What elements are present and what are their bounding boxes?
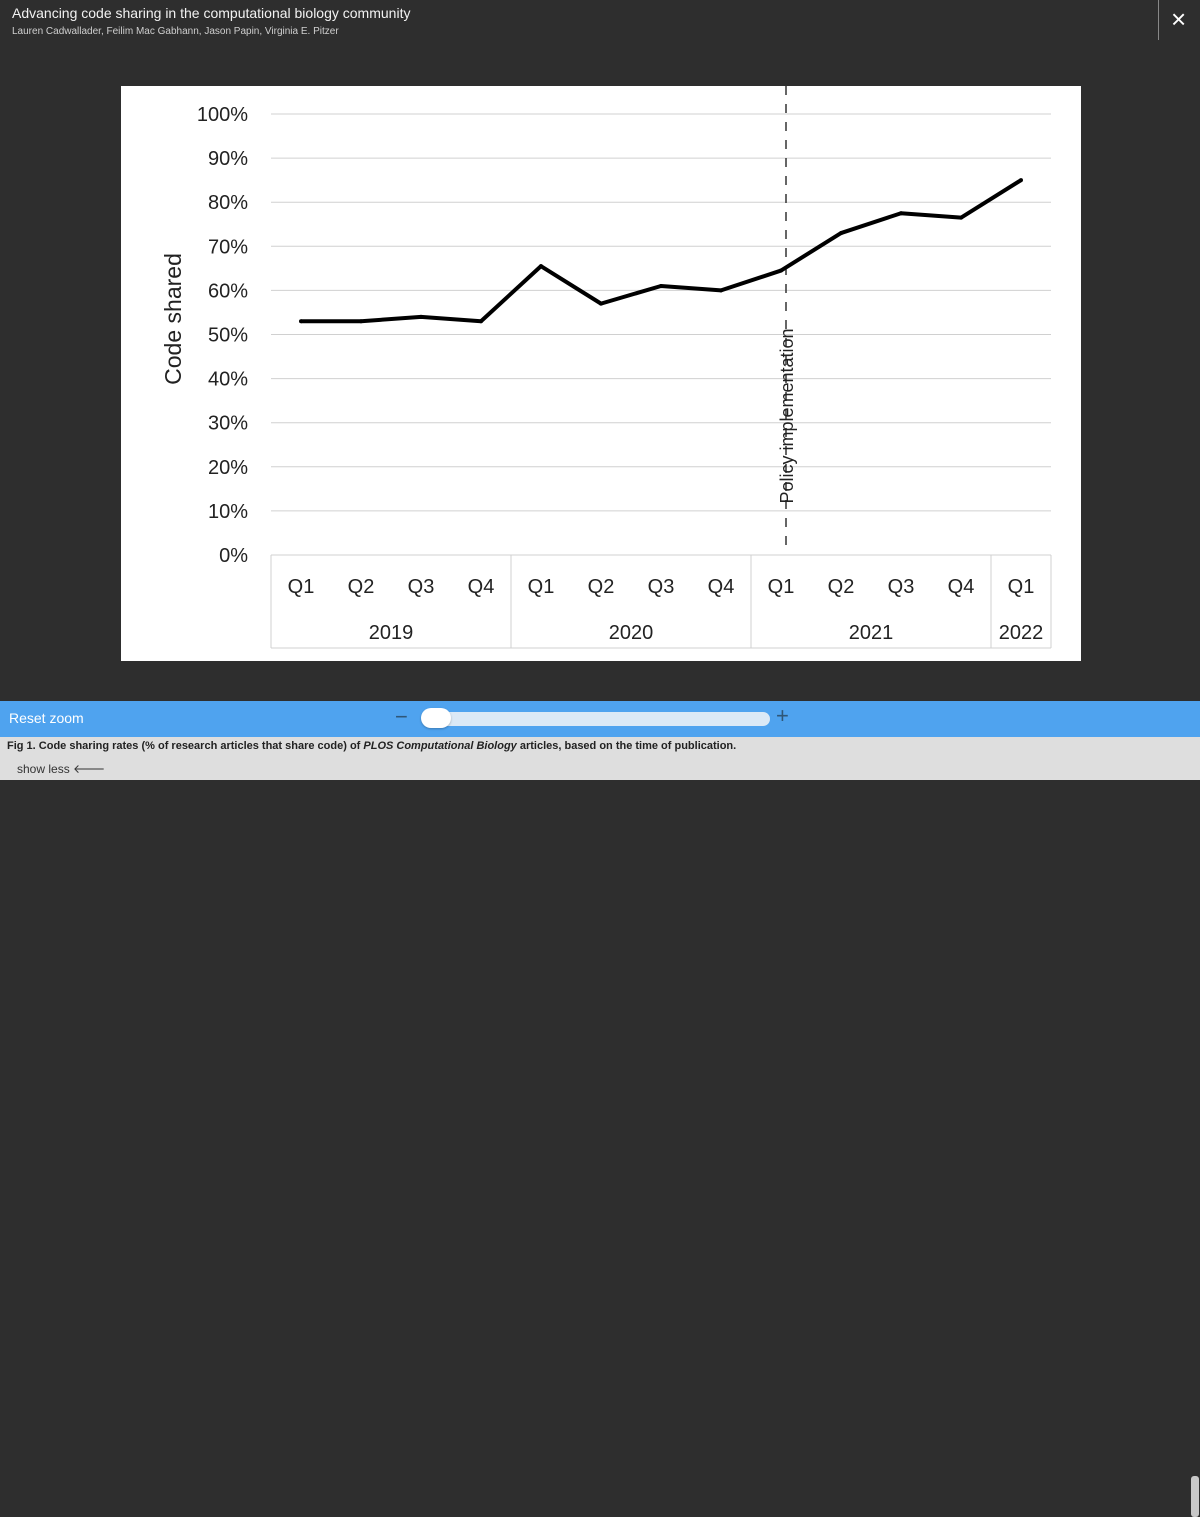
y-tick-label: 100% — [197, 104, 248, 126]
series-line — [301, 178, 1023, 324]
x-tick-label: Q3 — [648, 576, 675, 598]
zoom-slider-track[interactable] — [425, 712, 770, 726]
zoom-out-button[interactable]: − — [395, 704, 408, 729]
viewer-header: Advancing code sharing in the computatio… — [0, 0, 1200, 90]
figure-caption: Fig 1. Code sharing rates (% of research… — [7, 740, 736, 752]
x-tick-label: Q2 — [348, 576, 375, 598]
figure-panel: 0% 10% 20% 30% 40% 50% 60% 70% 80% 90% 100% Q1 Q2 Q3… — [121, 86, 1081, 661]
y-tick-label: 20% — [208, 457, 248, 479]
data-point — [539, 264, 543, 269]
close-icon: × — [1171, 4, 1187, 34]
caption-suffix: articles, based on the time of publicati… — [516, 740, 737, 752]
caption-scrollbar[interactable] — [1191, 1476, 1199, 1517]
code-sharing-chart: 0% 10% 20% 30% 40% 50% 60% 70% 80% 90% 100% Q1 Q2 Q3… — [160, 86, 1052, 649]
caption-panel: Fig 1. Code sharing rates (% of research… — [0, 737, 1200, 1517]
x-tick-label: Q4 — [708, 576, 735, 598]
x-tick-label: Q1 — [768, 576, 795, 598]
show-less-link[interactable]: show less 🡐 — [17, 762, 106, 776]
y-tick-label: 40% — [208, 369, 248, 391]
x-tick-label: Q1 — [288, 576, 315, 598]
x-tick-label: Q4 — [948, 576, 975, 598]
data-point — [659, 283, 663, 288]
year-label: 2022 — [999, 622, 1044, 644]
data-point — [959, 215, 963, 220]
zoom-slider-thumb[interactable] — [421, 708, 451, 728]
data-point — [359, 319, 363, 324]
data-point — [839, 231, 843, 236]
data-point — [479, 319, 483, 324]
y-tick-label: 60% — [208, 280, 248, 302]
x-tick-label: Q1 — [1008, 576, 1035, 598]
caption-journal: PLOS Computational Biology — [363, 740, 517, 752]
x-tick-label: Q4 — [468, 576, 495, 598]
y-tick-label: 30% — [208, 413, 248, 435]
year-label: 2019 — [369, 622, 414, 644]
y-tick-label: 50% — [208, 325, 248, 347]
data-point — [899, 211, 903, 216]
y-tick-label: 70% — [208, 236, 248, 258]
y-axis-label: Code shared — [160, 253, 186, 385]
data-point — [299, 319, 303, 324]
article-authors: Lauren Cadwallader, Feilim Mac Gabhann, … — [12, 26, 339, 37]
zoom-in-button[interactable]: + — [776, 703, 789, 728]
close-button[interactable]: × — [1158, 0, 1200, 40]
y-tick-label: 90% — [208, 148, 248, 170]
y-tick-label: 80% — [208, 192, 248, 214]
x-tick-label: Q3 — [408, 576, 435, 598]
data-point — [419, 314, 423, 319]
data-point — [599, 301, 603, 306]
data-point — [779, 268, 783, 273]
data-point — [1019, 178, 1023, 183]
policy-annotation-label: Policy implementation — [777, 328, 797, 503]
year-label: 2021 — [849, 622, 894, 644]
x-tick-label: Q2 — [588, 576, 615, 598]
x-tick-label: Q1 — [528, 576, 555, 598]
data-point — [719, 288, 723, 293]
y-tick-label: 0% — [219, 545, 248, 567]
zoom-toolbar: Reset zoom − + — [0, 701, 1200, 737]
y-tick-label: 10% — [208, 501, 248, 523]
x-tick-label: Q2 — [828, 576, 855, 598]
article-title: Advancing code sharing in the computatio… — [12, 5, 411, 21]
reset-zoom-button[interactable]: Reset zoom — [9, 710, 84, 726]
caption-prefix: Fig 1. Code sharing rates (% of research… — [7, 740, 364, 752]
x-tick-label: Q3 — [888, 576, 915, 598]
year-label: 2020 — [609, 622, 654, 644]
